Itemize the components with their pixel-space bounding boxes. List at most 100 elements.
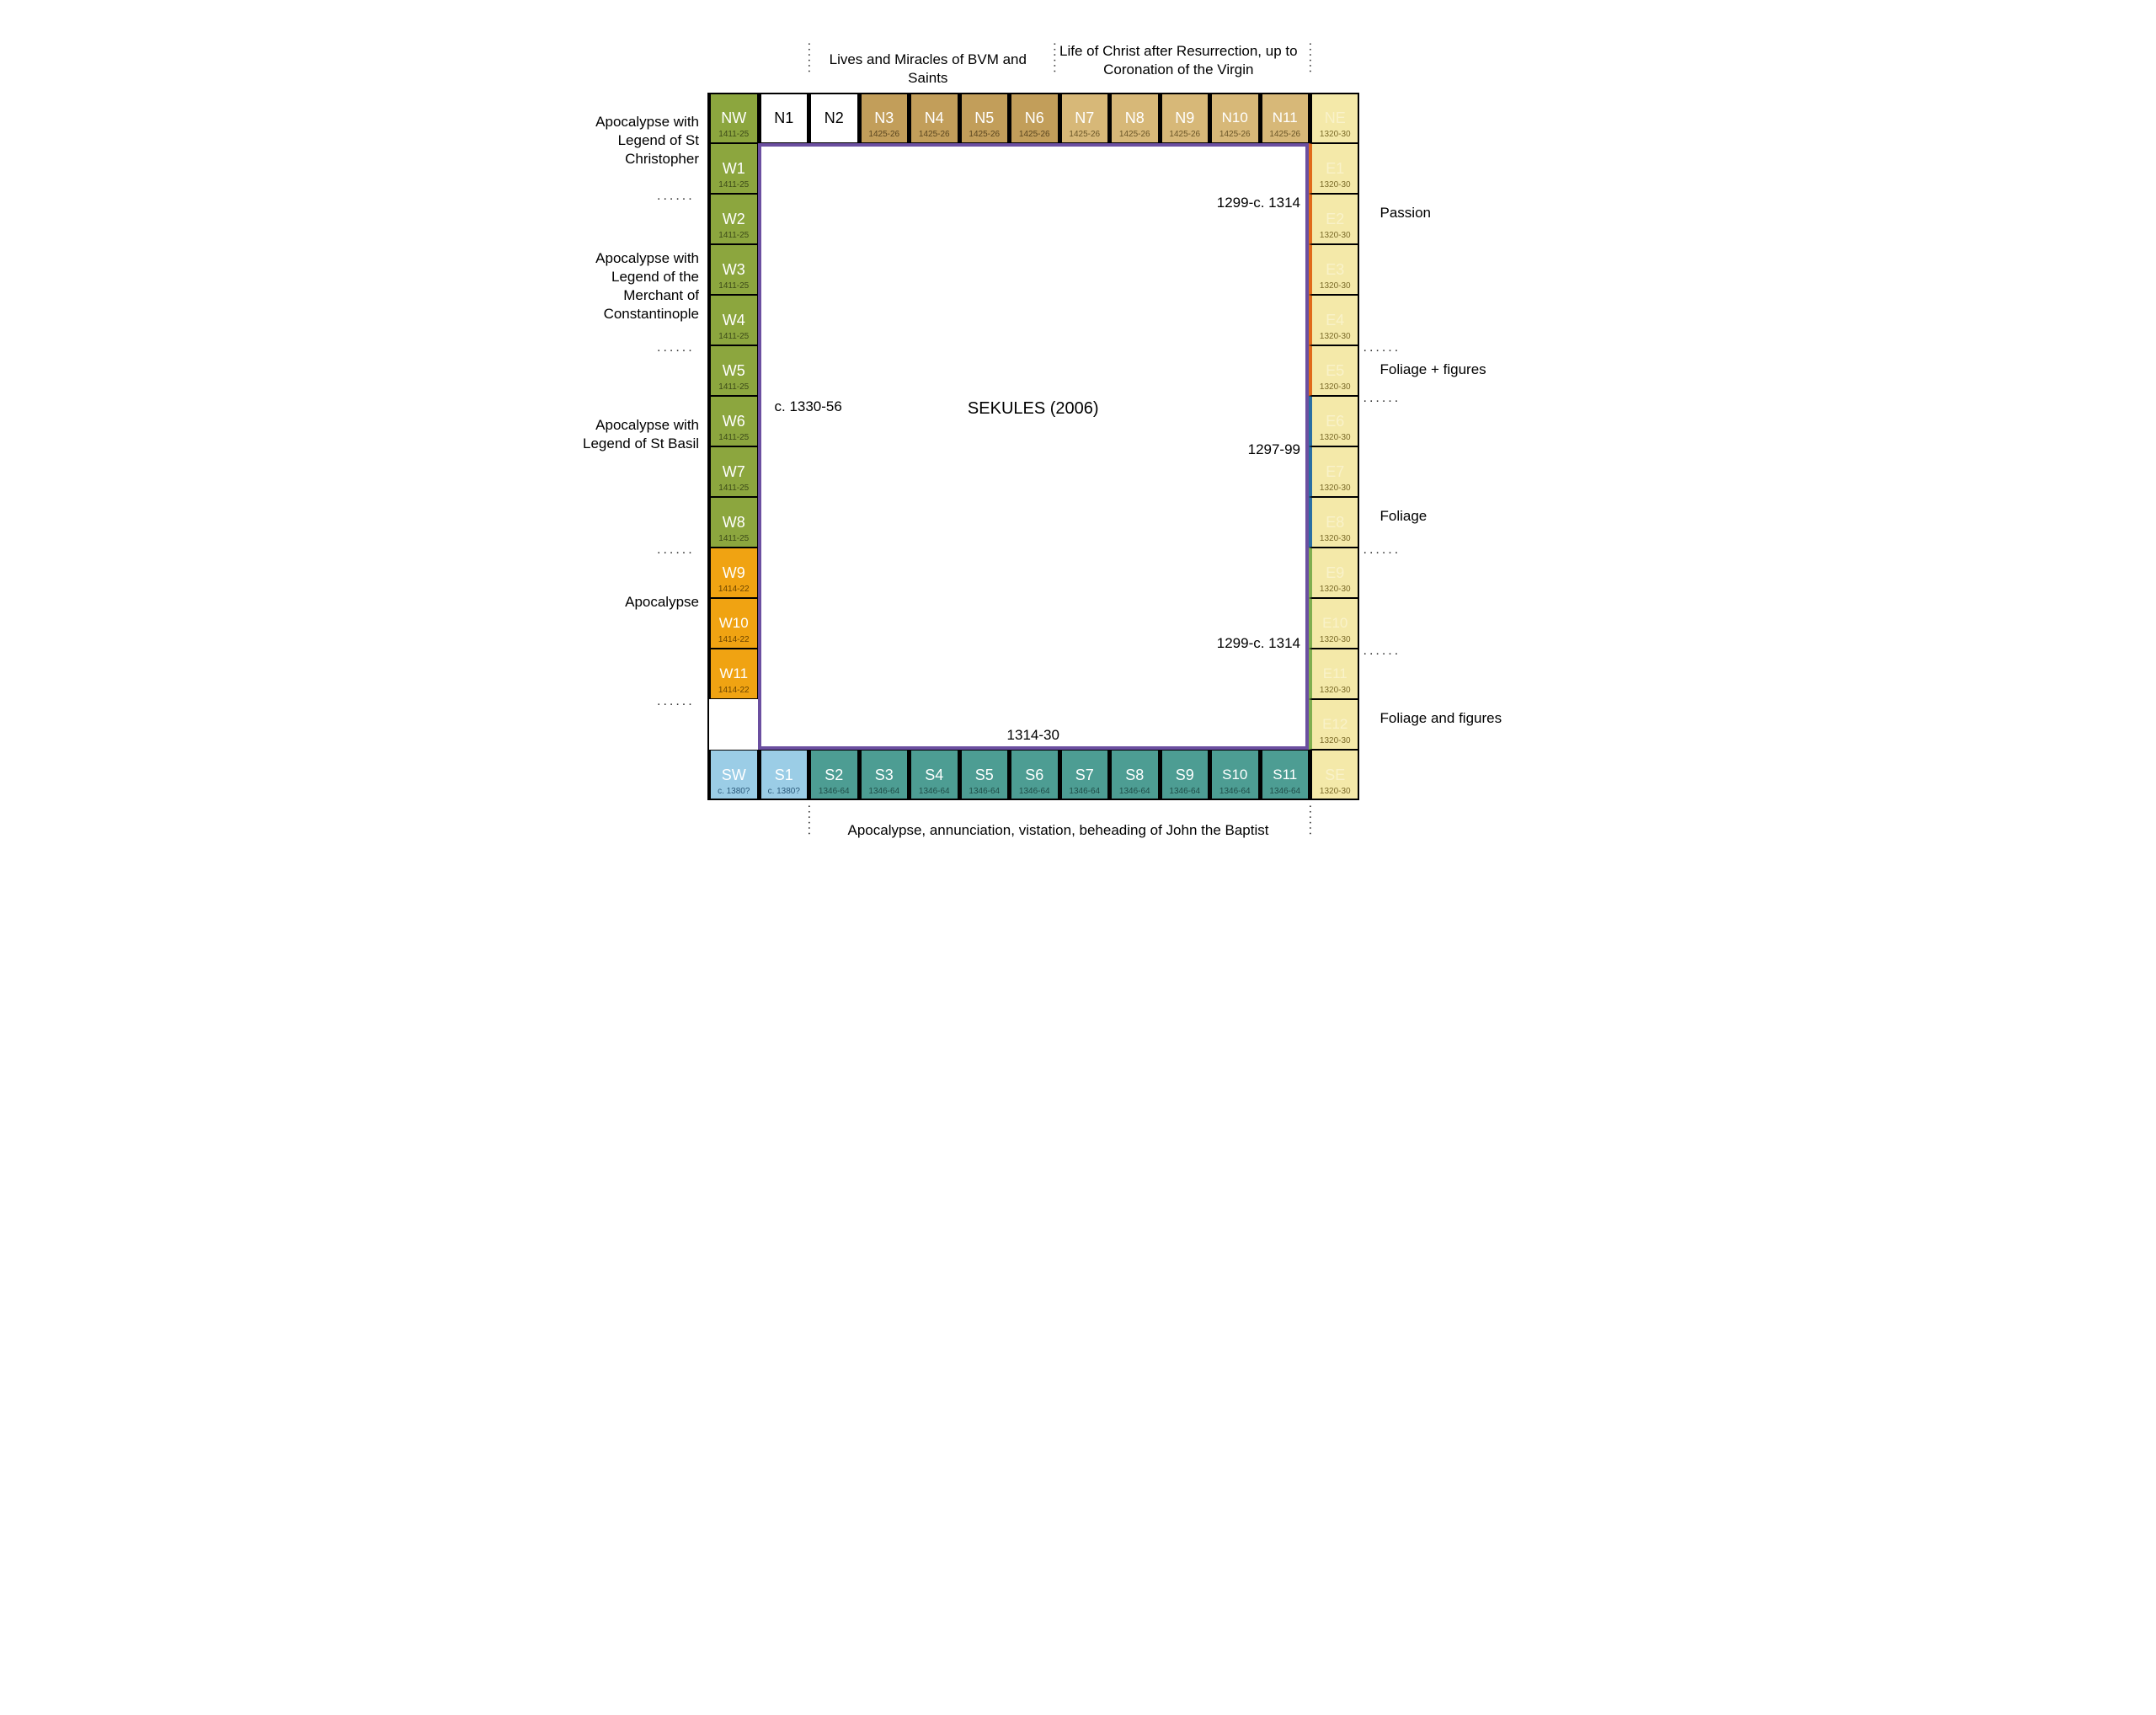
cell-w10: W10 1414-22 <box>707 598 758 649</box>
cell-code: E8 <box>1326 514 1344 532</box>
cell-code: S8 <box>1125 767 1144 784</box>
label: Apocalypse with Legend of St Christopher <box>556 113 699 168</box>
cell-code: S1 <box>775 767 793 784</box>
cell-date: 1411-25 <box>711 332 757 341</box>
cell-code: W9 <box>723 564 745 582</box>
cell-date: 1414-22 <box>711 635 757 644</box>
cell-code: N11 <box>1273 110 1298 126</box>
cell-n7: N71425-26 <box>1059 93 1109 143</box>
cell-code: W10 <box>719 615 749 632</box>
cell-w5: W51411-25 <box>707 345 758 396</box>
cell-s6: S61346-64 <box>1008 750 1059 800</box>
cell-e4: E4 1320-30 <box>1309 295 1359 345</box>
cell-date: 1320-30 <box>1312 635 1358 644</box>
cell-date: 1320-30 <box>1312 332 1358 341</box>
cell-date: 1425-26 <box>911 130 958 139</box>
cell-code: E4 <box>1326 312 1344 329</box>
cell-date: 1320-30 <box>1312 180 1358 190</box>
cell-code: W8 <box>723 514 745 532</box>
cell-date: 1320-30 <box>1312 231 1358 240</box>
cell-n5: N5 1425-26 <box>958 93 1009 143</box>
label: Foliage + figures <box>1380 361 1515 379</box>
divider-dots: ...... <box>1364 542 1401 558</box>
cell-date: 1346-64 <box>962 787 1008 796</box>
cell-date: 1320-30 <box>1312 585 1358 594</box>
cell-date: 1425-26 <box>1162 130 1209 139</box>
cell-date: 1346-64 <box>1162 787 1209 796</box>
cell-code: W1 <box>723 160 745 178</box>
cell-code: W11 <box>719 665 748 682</box>
label: 1314-30 <box>758 726 1310 745</box>
cell-code: N5 <box>974 110 994 127</box>
cell-code: S5 <box>975 767 994 784</box>
cell-n11: N111425-26 <box>1259 93 1310 143</box>
cell-date: 1425-26 <box>962 130 1008 139</box>
cell-e11: E111320-30 <box>1309 649 1359 699</box>
cell-date: 1320-30 <box>1312 433 1358 442</box>
cell-code: E6 <box>1326 413 1344 430</box>
cell-date: 1320-30 <box>1312 130 1358 139</box>
label: Passion <box>1380 204 1507 222</box>
cell-w8: W8 1411-25 <box>707 497 758 548</box>
cell-n3: N31425-26 <box>858 93 909 143</box>
cell-s10: S101346-64 <box>1209 750 1259 800</box>
cell-date: 1411-25 <box>711 534 757 543</box>
cell-s9: S9 1346-64 <box>1159 750 1209 800</box>
cell-date: 1320-30 <box>1312 484 1358 493</box>
cell-s2: S21346-64 <box>808 750 858 800</box>
cell-code: N3 <box>874 110 894 127</box>
cell-code: NE <box>1325 110 1346 127</box>
cell-code: E2 <box>1326 211 1344 228</box>
cell-e5: E51320-30 <box>1309 345 1359 396</box>
cell-date: 1320-30 <box>1312 686 1358 695</box>
cell-code: W2 <box>723 211 745 228</box>
cell-e12: E121320-30 <box>1309 699 1359 750</box>
divider-dots: ...... <box>657 340 695 355</box>
cell-code: S11 <box>1273 767 1297 783</box>
divider-dots: ...... <box>804 42 819 75</box>
cell-date: 1414-22 <box>711 686 757 695</box>
label: Apocalypse with Legend of the Merchant o… <box>556 249 699 323</box>
divider-dots: ...... <box>1305 804 1321 837</box>
cell-n8: N81425-26 <box>1108 93 1159 143</box>
cell-se: SE1320-30 <box>1309 750 1359 800</box>
cell-date: 1425-26 <box>1011 130 1058 139</box>
label: c. 1330-56 <box>775 398 876 416</box>
cell-date: 1411-25 <box>711 231 757 240</box>
cell-s3: S31346-64 <box>858 750 909 800</box>
cell-e3: E3 1320-30 <box>1309 244 1359 295</box>
cell-e10: E101320-30 <box>1309 598 1359 649</box>
cell-w7: W71411-25 <box>707 446 758 497</box>
cell-s11: S111346-64 <box>1259 750 1310 800</box>
cell-w1: W1 1411-25 <box>707 143 758 194</box>
cell-code: SW <box>722 767 746 784</box>
cell-date: c. 1380? <box>761 787 808 796</box>
cell-code: E5 <box>1326 362 1344 380</box>
cell-code: S2 <box>825 767 843 784</box>
cell-code: E3 <box>1326 261 1344 279</box>
cell-code: N6 <box>1025 110 1044 127</box>
cell-date: 1411-25 <box>711 180 757 190</box>
cell-sw: SWc. 1380? <box>707 750 758 800</box>
divider-dots: ...... <box>657 694 695 709</box>
cell-date: 1320-30 <box>1312 281 1358 291</box>
cell-code: N10 <box>1222 110 1248 126</box>
cell-code: S4 <box>925 767 943 784</box>
cell-n10: N101425-26 <box>1209 93 1259 143</box>
cell-date: 1425-26 <box>1062 130 1108 139</box>
label: Apocalypse, annunciation, vistation, beh… <box>808 821 1309 840</box>
cell-e6: E6 1320-30 <box>1309 396 1359 446</box>
cell-e7: E71320-30 <box>1309 446 1359 497</box>
cell-e1: E11320-30 <box>1309 143 1359 194</box>
cell-nw: NW1411-25 <box>707 93 758 143</box>
cell-n9: N91425-26 <box>1159 93 1209 143</box>
cell-code: E9 <box>1326 564 1344 582</box>
cell-date: 1411-25 <box>711 281 757 291</box>
cell-date: 1320-30 <box>1312 787 1358 796</box>
cell-w6: W61411-25 <box>707 396 758 446</box>
cell-code: S9 <box>1176 767 1194 784</box>
cell-code: E12 <box>1322 716 1348 733</box>
cell-ne: NE 1320-30 <box>1309 93 1359 143</box>
cell-s7: S71346-64 <box>1059 750 1109 800</box>
cell-date: 1411-25 <box>711 484 757 493</box>
